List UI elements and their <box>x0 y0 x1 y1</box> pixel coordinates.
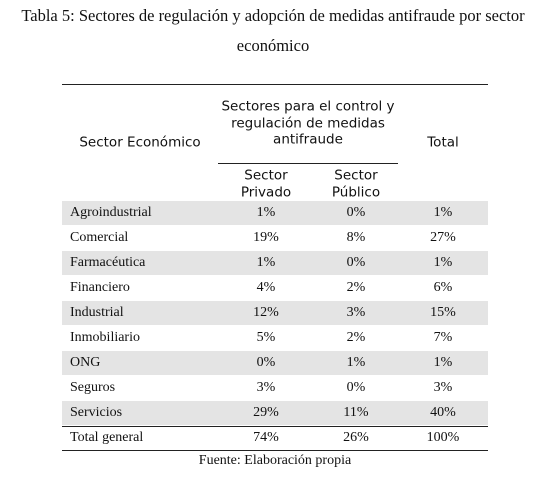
row-shading <box>62 301 488 325</box>
row-label: Seguros <box>70 380 116 395</box>
header-sector: Sector Económico <box>79 134 201 151</box>
rule-line <box>62 450 488 451</box>
row-label: Farmacéutica <box>70 255 146 270</box>
cell-value: 1% <box>433 355 453 370</box>
row-shading <box>62 351 488 375</box>
title-line: Tabla 5: Sectores de regulación y adopci… <box>21 5 525 25</box>
cell-value: 2% <box>346 280 366 295</box>
row-shading <box>62 201 488 225</box>
cell-value: 7% <box>433 330 453 345</box>
row-label: Industrial <box>70 305 124 320</box>
cell-value: 29% <box>253 405 279 420</box>
cell-value: 6% <box>433 280 453 295</box>
cell-value: 2% <box>346 330 366 345</box>
cell-value: 26% <box>343 430 369 445</box>
cell-value: 5% <box>256 330 276 345</box>
cell-value: 3% <box>256 380 276 395</box>
title-line: económico <box>236 35 310 55</box>
cell-value: 1% <box>256 255 276 270</box>
cell-value: 19% <box>253 230 279 245</box>
cell-value: 40% <box>430 405 456 420</box>
cell-value: 0% <box>346 255 366 270</box>
cell-value: 0% <box>256 355 276 370</box>
header-private-line: Privado <box>240 183 292 200</box>
cell-value: 1% <box>433 255 453 270</box>
row-label: Financiero <box>70 280 130 295</box>
header-public-line: Sector <box>334 167 378 184</box>
rule-line <box>62 426 488 427</box>
header-public-line: Público <box>331 183 381 200</box>
row-label: ONG <box>70 355 101 370</box>
cell-value: 12% <box>253 305 279 320</box>
cell-value: 74% <box>253 430 279 445</box>
header-group-line: Sectores para el control y <box>221 98 395 115</box>
rule-line <box>62 84 488 85</box>
header-group-line: regulación de medidas <box>231 114 385 131</box>
cell-value: 8% <box>346 230 366 245</box>
header-group-line: antifraude <box>273 131 343 148</box>
cell-value: 3% <box>346 305 366 320</box>
header-total: Total <box>427 134 459 151</box>
row-shading <box>62 401 488 425</box>
cell-value: 4% <box>256 280 276 295</box>
cell-value: 0% <box>346 205 366 220</box>
source-note: Fuente: Elaboración propia <box>198 453 352 468</box>
cell-value: 100% <box>426 430 460 445</box>
cell-value: 3% <box>433 380 453 395</box>
rule-line <box>218 163 398 164</box>
cell-value: 0% <box>346 380 366 395</box>
row-label: Inmobiliario <box>70 330 140 345</box>
row-label: Total general <box>70 430 144 445</box>
cell-value: 1% <box>346 355 366 370</box>
row-label: Agroindustrial <box>70 205 152 220</box>
row-shading <box>62 251 488 275</box>
row-label: Servicios <box>70 405 123 420</box>
cell-value: 1% <box>256 205 276 220</box>
cell-value: 15% <box>430 305 456 320</box>
cell-value: 11% <box>343 405 369 420</box>
cell-value: 1% <box>433 205 453 220</box>
row-label: Comercial <box>70 230 129 245</box>
cell-value: 27% <box>430 230 456 245</box>
header-private-line: Sector <box>244 167 288 184</box>
